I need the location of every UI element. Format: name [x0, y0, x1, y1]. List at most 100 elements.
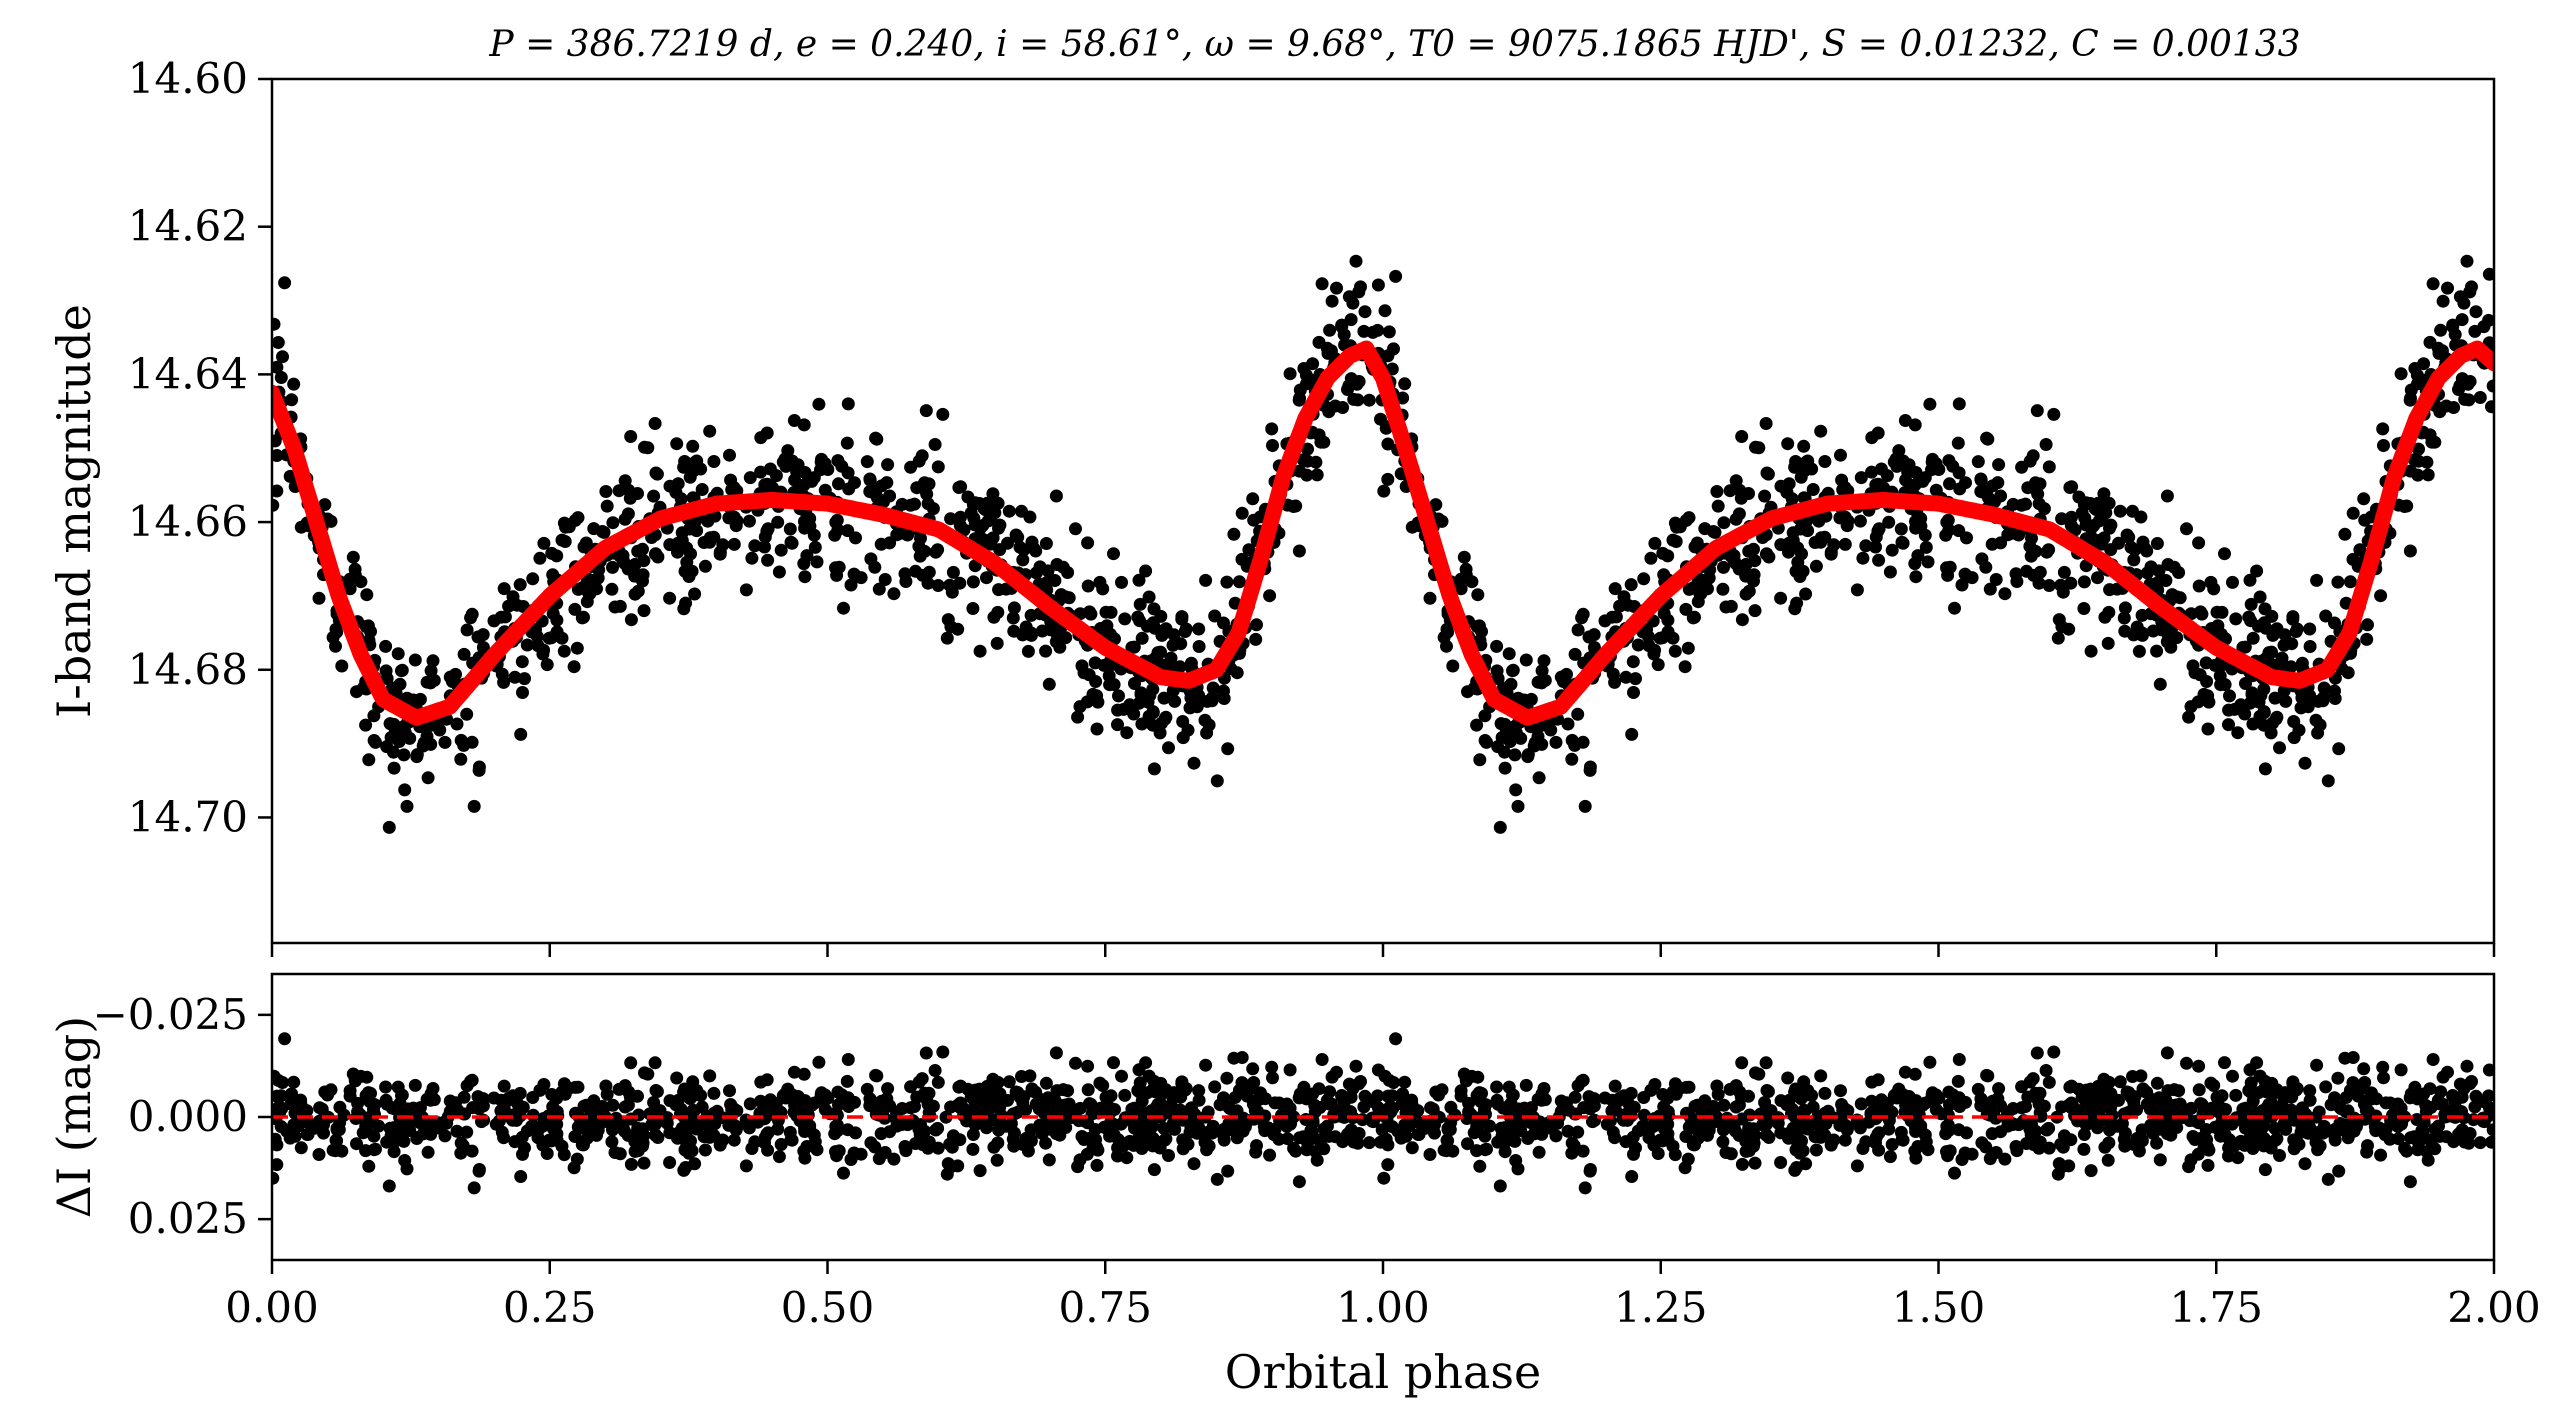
data-point [1090, 689, 1104, 703]
residual-point [1871, 1127, 1885, 1141]
data-point [450, 717, 464, 731]
residual-point [1132, 1131, 1146, 1145]
data-point [1507, 720, 1521, 734]
y-tick-label: −0.025 [93, 990, 248, 1039]
residual-point [2150, 1116, 2163, 1130]
data-point [1354, 280, 1367, 294]
residual-point [1192, 1093, 1206, 1107]
data-point [424, 676, 438, 690]
residual-point [287, 1075, 301, 1089]
residual-point [1890, 1091, 1904, 1105]
residual-point [1035, 1127, 1049, 1140]
data-point [2259, 621, 2273, 635]
data-point [1210, 774, 1224, 788]
data-point [2303, 640, 2317, 653]
residual-point [1133, 1085, 1147, 1099]
data-point [904, 498, 918, 512]
residual-point [688, 1117, 702, 1131]
residual-point [1198, 1135, 1212, 1149]
residual-point [2321, 1172, 2335, 1186]
data-point [1146, 706, 1160, 720]
data-point [1739, 587, 1753, 601]
residual-point [1551, 1116, 1565, 1130]
data-point [1385, 362, 1399, 376]
residual-point [1002, 1075, 1016, 1089]
data-point [798, 515, 811, 528]
residual-point [1582, 1090, 1596, 1104]
residual-point [2426, 1053, 2440, 1066]
residual-point [967, 1092, 981, 1106]
data-point [1133, 597, 1147, 611]
data-point [445, 675, 459, 688]
residual-point [790, 1109, 804, 1123]
data-point [1953, 482, 1967, 496]
residual-point [1240, 1089, 1254, 1103]
residual-point [2328, 1133, 2342, 1147]
residual-point [1096, 1079, 1110, 1092]
data-point [2065, 480, 2079, 494]
data-point [1710, 485, 1724, 498]
data-point [1315, 277, 1329, 291]
data-point [2153, 677, 2167, 691]
data-point [1711, 499, 1725, 513]
y-tick-label: 0.000 [128, 1092, 248, 1141]
residual-point [1994, 1125, 2008, 1139]
residual-point [898, 1140, 912, 1153]
residual-point [2364, 1092, 2378, 1106]
data-point [808, 540, 822, 554]
residual-point [984, 1098, 998, 1112]
x-axis-label: Orbital phase [1225, 1345, 1541, 1399]
data-point [1673, 520, 1687, 534]
data-point [1160, 658, 1174, 672]
data-point [460, 623, 474, 637]
residual-point [1292, 1175, 1306, 1189]
data-point [2412, 454, 2426, 468]
residual-point [408, 1078, 422, 1092]
residual-point [577, 1138, 590, 1152]
data-point [1834, 448, 1847, 462]
data-point [951, 622, 965, 636]
residual-point [2077, 1142, 2091, 1156]
data-point [454, 752, 468, 766]
data-point [1661, 625, 1675, 639]
data-point [1883, 565, 1897, 579]
data-point [1115, 575, 1128, 589]
residual-point [272, 1100, 286, 1114]
residual-point [2042, 1121, 2056, 1135]
data-point [1537, 654, 1551, 668]
residual-point [1734, 1090, 1748, 1104]
residual-point [2140, 1097, 2154, 1111]
data-point [1827, 538, 1841, 552]
data-point [2127, 553, 2141, 567]
data-point [1890, 459, 1904, 473]
residual-point [2331, 1071, 2345, 1085]
residual-point [1493, 1179, 1507, 1193]
data-point [1942, 523, 1956, 537]
residual-point [1398, 1075, 1412, 1089]
residual-point [2469, 1089, 2483, 1103]
data-point [837, 601, 850, 615]
data-point [943, 578, 957, 592]
residual-point [1102, 1125, 1116, 1138]
data-point [278, 276, 292, 290]
data-point [272, 317, 281, 331]
residual-point [424, 1093, 438, 1107]
data-point [1490, 639, 1504, 653]
data-point [520, 638, 534, 652]
data-point [967, 511, 981, 525]
residual-point [1081, 1059, 1095, 1073]
data-point [1619, 670, 1633, 684]
data-point [1042, 677, 1056, 691]
data-point [1071, 710, 1085, 724]
data-point [2026, 449, 2040, 463]
residual-point [368, 1098, 382, 1112]
residual-point [787, 1065, 801, 1079]
data-point [2257, 706, 2271, 720]
residual-point [1210, 1172, 1224, 1186]
residual-point [653, 1108, 667, 1122]
residual-point [1896, 1133, 1910, 1147]
residual-point [1951, 1074, 1965, 1088]
data-point [272, 484, 284, 498]
residual-point [1248, 1103, 1262, 1117]
